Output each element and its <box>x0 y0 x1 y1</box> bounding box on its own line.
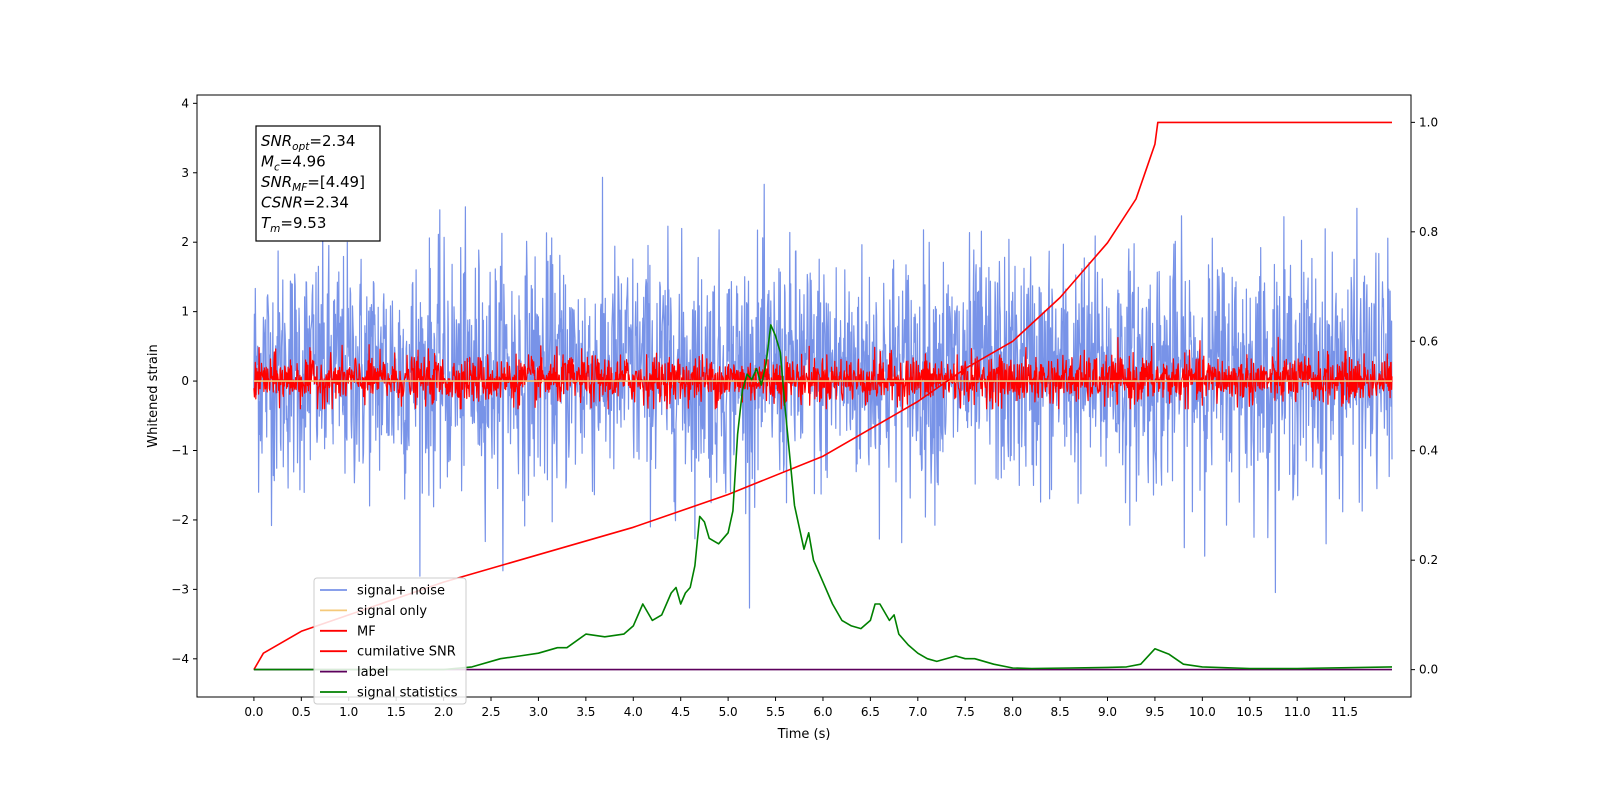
y2-tick-label: 0.6 <box>1419 334 1438 348</box>
legend-label: signal+ noise <box>357 584 445 599</box>
y-tick-label: 1 <box>181 305 189 319</box>
legend-label: cumilative SNR <box>357 645 456 660</box>
legend-frame <box>313 577 467 705</box>
annotation-frame <box>255 125 381 242</box>
x-tick-label: 6.0 <box>813 705 832 719</box>
annotation-line: Tm=9.53 <box>261 214 326 235</box>
x-tick-label: 10.5 <box>1236 705 1263 719</box>
y-axis-right: 0.0 0.2 0.4 0.6 0.8 1.0 <box>1411 115 1438 677</box>
y2-tick-label: 0.0 <box>1419 663 1438 677</box>
x-tick-label: 0.5 <box>292 705 311 719</box>
x-tick-label: 7.0 <box>908 705 927 719</box>
y-tick-label: 3 <box>181 166 189 180</box>
y2-tick-label: 0.8 <box>1419 225 1438 239</box>
y-axis-label: Whitened strain <box>146 344 161 447</box>
y-tick-label: 2 <box>181 235 189 249</box>
annotation-line: CSNR=2.34 <box>261 194 349 212</box>
plot-frame <box>196 94 1412 698</box>
x-tick-label: 3.0 <box>529 705 548 719</box>
series-line-mf <box>253 336 1393 410</box>
series-line-signal-statistics <box>253 324 1393 671</box>
x-tick-label: 1.5 <box>387 705 406 719</box>
y-axis-left: −4 −3 −2 −1 0 1 2 3 4 <box>171 96 197 666</box>
y-tick-label: −1 <box>171 444 189 458</box>
legend-label: signal only <box>357 604 427 619</box>
legend-label: signal statistics <box>357 686 458 701</box>
legend-label: label <box>357 665 388 680</box>
x-tick-label: 11.0 <box>1284 705 1311 719</box>
x-tick-label: 6.5 <box>861 705 880 719</box>
y-tick-label: −4 <box>171 652 189 666</box>
series-line-signal-noise <box>253 176 1393 609</box>
x-tick-label: 4.5 <box>671 705 690 719</box>
x-tick-label: 8.5 <box>1051 705 1070 719</box>
x-tick-label: 4.0 <box>624 705 643 719</box>
x-tick-label: 9.5 <box>1145 705 1164 719</box>
legend: signal+ noise signal only MF cumilative SNR… <box>313 577 467 705</box>
x-tick-label: 0.0 <box>244 705 263 719</box>
y-tick-label: −2 <box>171 513 189 527</box>
x-tick-label: 9.0 <box>1098 705 1117 719</box>
annotation-line: Mc=4.96 <box>261 153 326 174</box>
x-tick-label: 7.5 <box>956 705 975 719</box>
y2-tick-label: 0.4 <box>1419 444 1438 458</box>
x-tick-label: 11.5 <box>1331 705 1358 719</box>
x-tick-label: 1.0 <box>339 705 358 719</box>
y2-tick-label: 0.2 <box>1419 553 1438 567</box>
x-tick-label: 2.5 <box>481 705 500 719</box>
x-tick-label: 5.5 <box>766 705 785 719</box>
annotation-line: SNRMF=[4.49] <box>261 173 365 194</box>
x-tick-label: 2.0 <box>434 705 453 719</box>
x-axis-label: Time (s) <box>777 727 831 742</box>
x-tick-label: 10.0 <box>1189 705 1216 719</box>
x-axis: 0.0 0.5 1.0 1.5 2.0 2.5 3.0 3.5 4.0 4.5 5.0 5.5 6.0 6… <box>244 697 1358 719</box>
legend-label: MF <box>357 624 376 639</box>
y2-tick-label: 1.0 <box>1419 115 1438 129</box>
annotation-line: SNRopt=2.34 <box>261 132 355 153</box>
y-tick-label: 0 <box>181 374 189 388</box>
x-tick-label: 8.0 <box>1003 705 1022 719</box>
x-tick-label: 3.5 <box>576 705 595 719</box>
x-tick-label: 5.0 <box>719 705 738 719</box>
y-tick-label: −3 <box>171 582 189 596</box>
y-tick-label: 4 <box>181 96 189 110</box>
